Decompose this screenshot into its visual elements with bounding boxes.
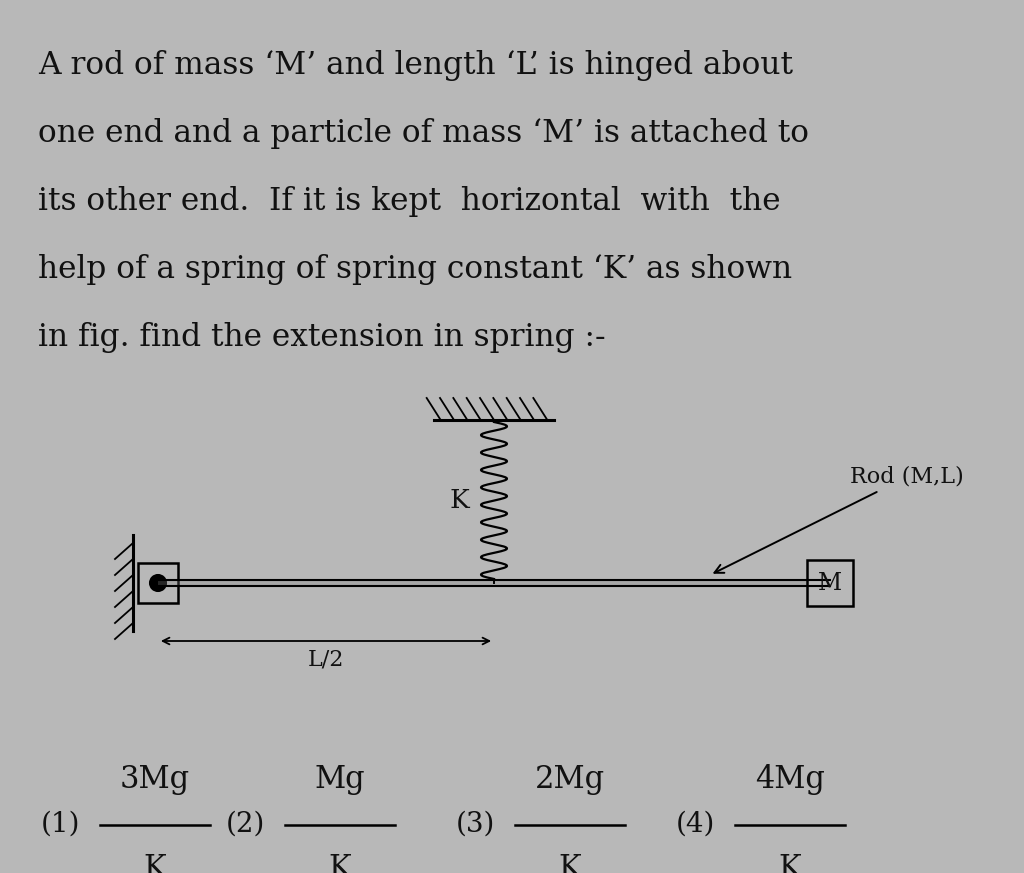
Text: (3): (3)	[456, 810, 495, 837]
Text: Mg: Mg	[314, 764, 366, 795]
Text: M: M	[818, 572, 842, 595]
Text: in fig. find the extension in spring :-: in fig. find the extension in spring :-	[38, 322, 605, 353]
Text: K: K	[450, 488, 469, 513]
Text: K: K	[143, 853, 166, 873]
Text: K: K	[778, 853, 802, 873]
Text: (4): (4)	[676, 810, 715, 837]
Text: L/2: L/2	[308, 649, 344, 671]
Text: help of a spring of spring constant ‘K’ as shown: help of a spring of spring constant ‘K’ …	[38, 254, 793, 285]
Text: 3Mg: 3Mg	[120, 764, 190, 795]
Text: K: K	[329, 853, 351, 873]
Bar	[138, 563, 178, 603]
Polygon shape	[158, 580, 830, 586]
Text: its other end.  If it is kept  horizontal  with  the: its other end. If it is kept horizontal …	[38, 186, 780, 217]
Text: Rod (M,L): Rod (M,L)	[715, 466, 964, 573]
Text: A rod of mass ‘M’ and length ‘L’ is hinged about: A rod of mass ‘M’ and length ‘L’ is hing…	[38, 50, 793, 81]
Bar	[807, 560, 853, 606]
Circle shape	[150, 575, 166, 591]
Text: K: K	[559, 853, 582, 873]
Text: 4Mg: 4Mg	[755, 764, 825, 795]
Text: 2Mg: 2Mg	[535, 764, 605, 795]
Text: (2): (2)	[225, 810, 265, 837]
Text: one end and a particle of mass ‘M’ is attached to: one end and a particle of mass ‘M’ is at…	[38, 118, 809, 149]
Text: (1): (1)	[41, 810, 80, 837]
